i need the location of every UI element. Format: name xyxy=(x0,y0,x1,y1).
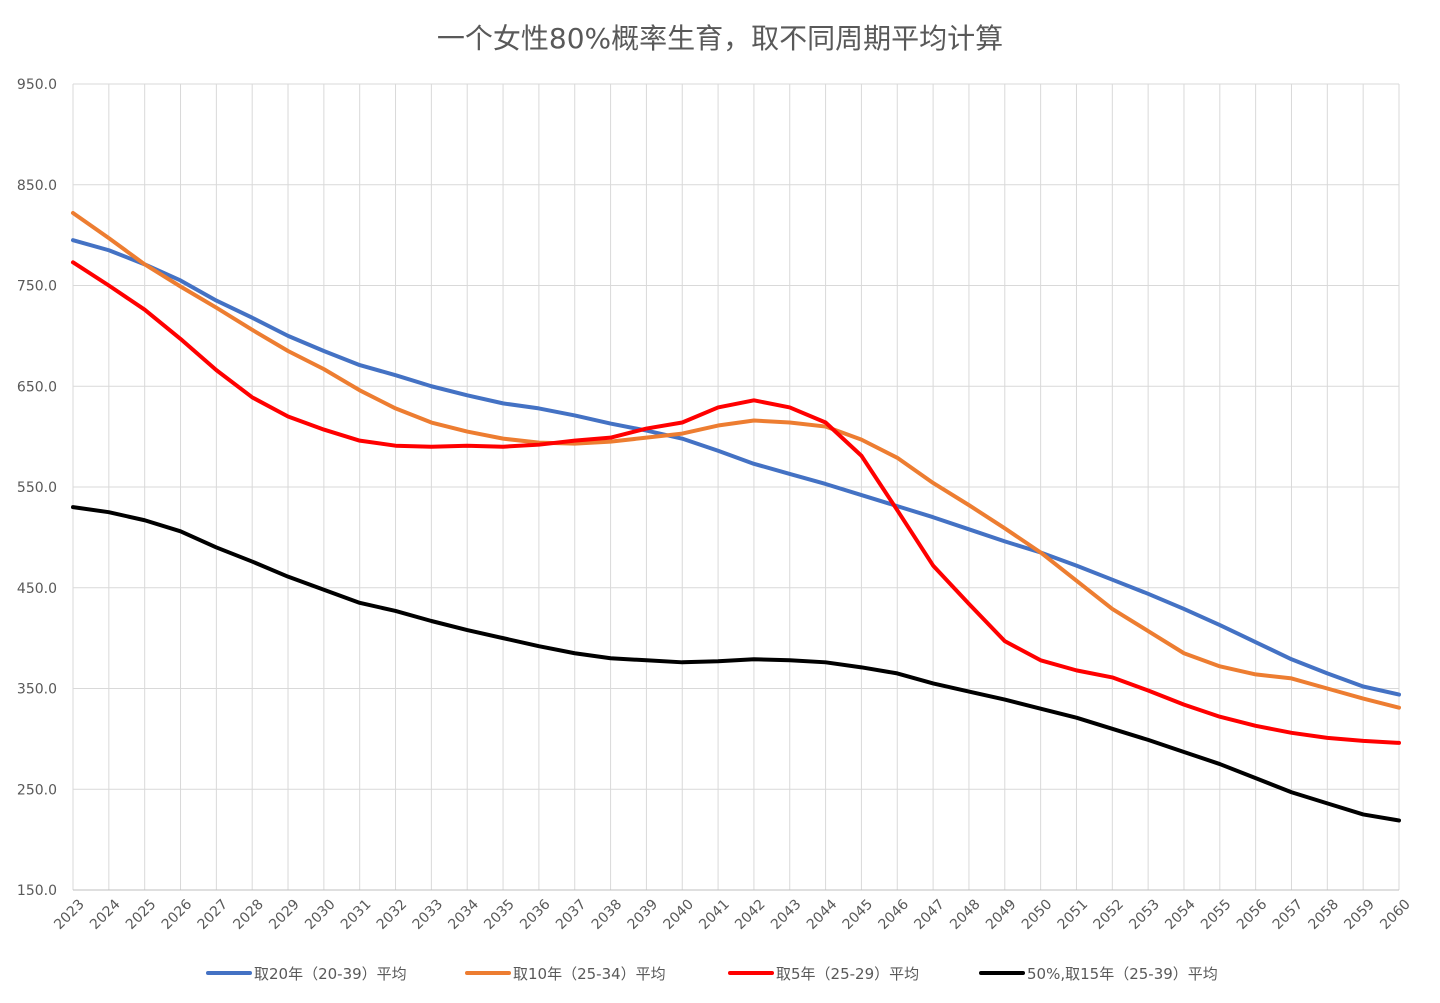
x-tick-label: 2049 xyxy=(983,896,1020,933)
y-tick-label: 350.0 xyxy=(17,682,57,698)
y-tick-label: 250.0 xyxy=(17,782,57,798)
x-tick-label: 2051 xyxy=(1055,896,1092,933)
x-tick-label: 2057 xyxy=(1270,896,1307,933)
x-tick-label: 2025 xyxy=(123,896,160,933)
x-tick-label: 2043 xyxy=(768,896,805,933)
legend-item-2: 取5年（25-29）平均 xyxy=(728,965,919,983)
x-tick-label: 2032 xyxy=(374,896,411,933)
x-tick-label: 2055 xyxy=(1198,896,1235,933)
x-axis: 2023 2024 2025 2026 2027 2028 2029 2030 2031 2032… xyxy=(51,896,1414,933)
x-tick-label: 2026 xyxy=(159,896,196,933)
legend-item-0: 取20年（20-39）平均 xyxy=(206,965,407,983)
series-lines xyxy=(71,210,1401,823)
x-tick-label: 2036 xyxy=(517,896,554,933)
x-tick-label: 2023 xyxy=(51,896,88,933)
x-tick-label: 2038 xyxy=(589,896,626,933)
x-tick-label: 2037 xyxy=(553,896,590,933)
y-tick-label: 650.0 xyxy=(17,379,57,395)
x-tick-label: 2027 xyxy=(195,896,232,933)
x-tick-label: 2060 xyxy=(1377,896,1414,933)
chart-title: 一个女性80%概率生育，取不同周期平均计算 xyxy=(437,22,1003,55)
series-line-1 xyxy=(71,210,1401,710)
legend-label: 50%,取15年（25-39）平均 xyxy=(1027,965,1218,983)
legend-item-3: 50%,取15年（25-39）平均 xyxy=(979,965,1218,983)
x-tick-label: 2031 xyxy=(338,896,375,933)
x-tick-label: 2024 xyxy=(87,896,124,933)
x-tick-label: 2059 xyxy=(1341,896,1378,933)
x-tick-label: 2035 xyxy=(481,896,518,933)
series-line-0 xyxy=(71,238,1401,697)
x-tick-label: 2039 xyxy=(625,896,662,933)
legend: 取20年（20-39）平均 取10年（25-34）平均 取5年（25-29）平均 50… xyxy=(206,965,1218,983)
y-tick-label: 550.0 xyxy=(17,480,57,496)
x-tick-label: 2054 xyxy=(1162,896,1199,933)
x-tick-label: 2052 xyxy=(1091,896,1128,933)
legend-label: 取20年（20-39）平均 xyxy=(254,965,407,983)
x-tick-label: 2053 xyxy=(1126,896,1163,933)
x-tick-label: 2046 xyxy=(876,896,913,933)
x-tick-label: 2041 xyxy=(696,896,733,933)
x-tick-label: 2050 xyxy=(1019,896,1056,933)
y-tick-label: 450.0 xyxy=(17,581,57,597)
x-tick-label: 2028 xyxy=(230,896,267,933)
y-tick-label: 150.0 xyxy=(17,883,57,899)
y-tick-label: 750.0 xyxy=(17,279,57,295)
x-tick-label: 2058 xyxy=(1306,896,1343,933)
y-tick-label: 950.0 xyxy=(17,77,57,93)
legend-item-1: 取10年（25-34）平均 xyxy=(465,965,666,983)
x-tick-label: 2047 xyxy=(911,896,948,933)
x-tick-label: 2034 xyxy=(445,896,482,933)
x-tick-label: 2044 xyxy=(804,896,841,933)
x-tick-label: 2045 xyxy=(840,896,877,933)
x-tick-label: 2033 xyxy=(410,896,447,933)
x-tick-label: 2042 xyxy=(732,896,769,933)
legend-label: 取10年（25-34）平均 xyxy=(513,965,666,983)
x-tick-label: 2048 xyxy=(947,896,984,933)
x-tick-label: 2030 xyxy=(302,896,339,933)
y-tick-label: 850.0 xyxy=(17,178,57,194)
y-axis: 150.0 250.0 350.0 450.0 550.0 650.0 750.0 850.0… xyxy=(17,77,57,899)
x-tick-label: 2029 xyxy=(266,896,303,933)
grid-lines xyxy=(72,83,1400,891)
x-tick-label: 2040 xyxy=(660,896,697,933)
legend-label: 取5年（25-29）平均 xyxy=(776,965,919,983)
x-tick-label: 2056 xyxy=(1234,896,1271,933)
series-line-3 xyxy=(71,505,1401,823)
series-line-2 xyxy=(71,260,1401,745)
